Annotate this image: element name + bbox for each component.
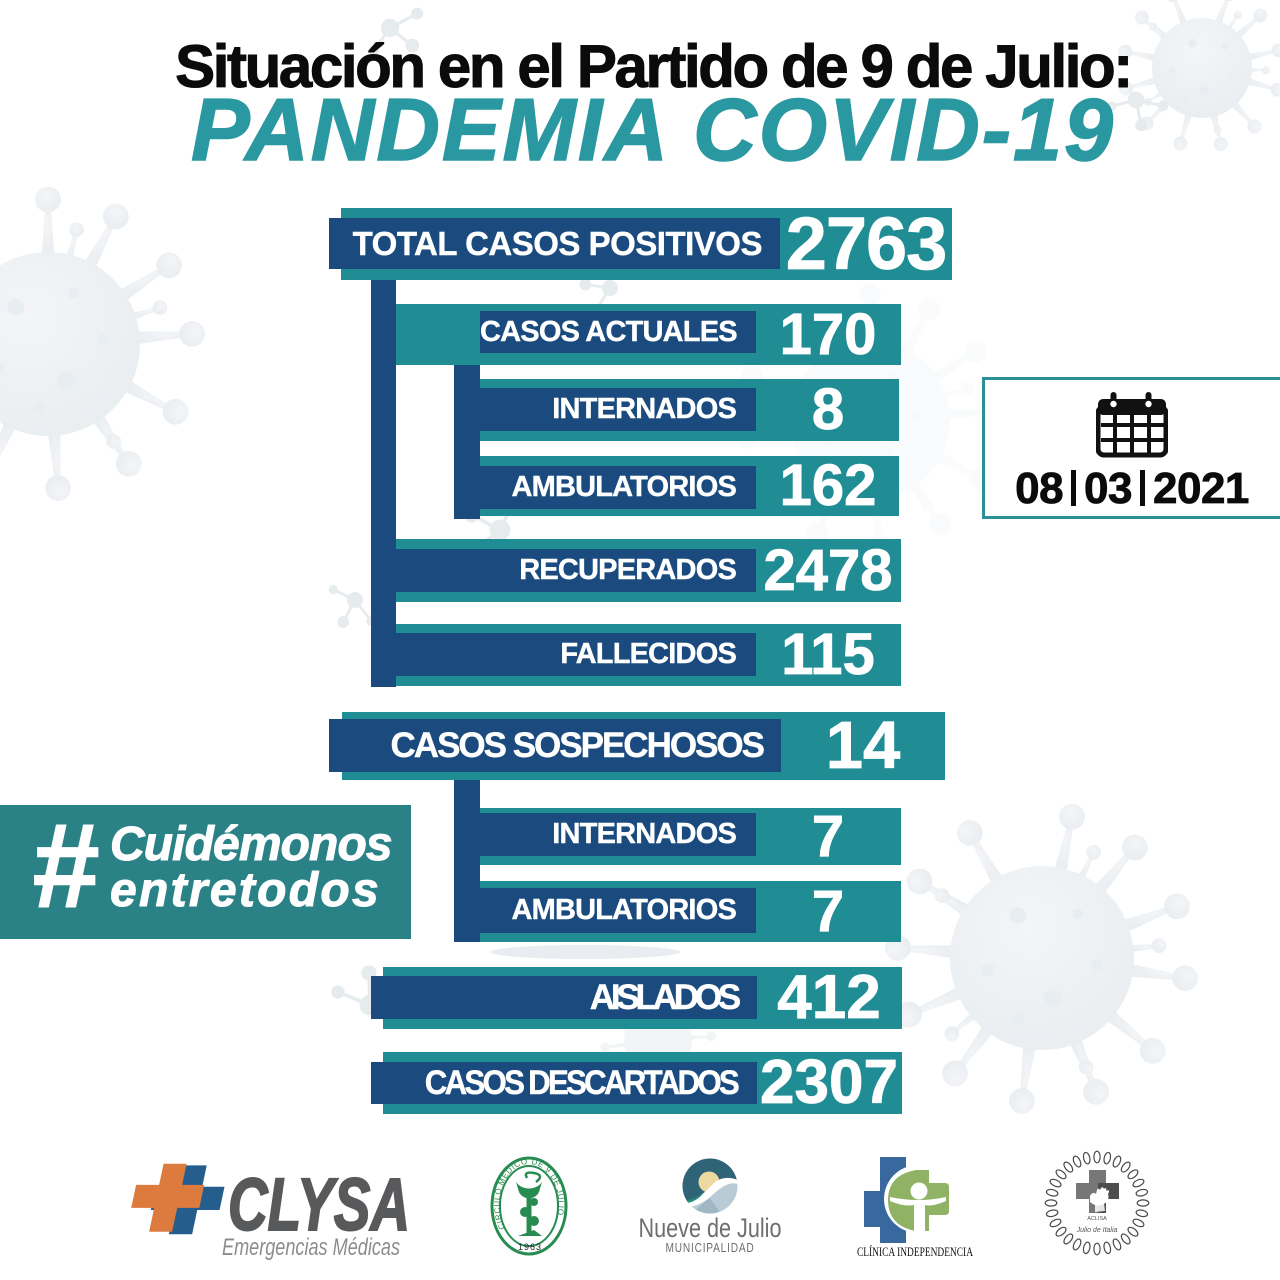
svg-text:1963: 1963 — [518, 1242, 542, 1252]
svg-text:MUNICIPALIDAD: MUNICIPALIDAD — [666, 1240, 755, 1255]
svg-text:ACLISA: ACLISA — [1087, 1216, 1107, 1222]
svg-text:Julio de Italia: Julio de Italia — [1076, 1227, 1118, 1234]
svg-text:Nueve de Julio: Nueve de Julio — [639, 1213, 782, 1243]
svg-text:CLYSA: CLYSA — [228, 1163, 410, 1246]
svg-text:CLÍNICA INDEPENDENCIA: CLÍNICA INDEPENDENCIA — [857, 1245, 973, 1259]
svg-text:Emergencias Médicas: Emergencias Médicas — [222, 1234, 400, 1261]
